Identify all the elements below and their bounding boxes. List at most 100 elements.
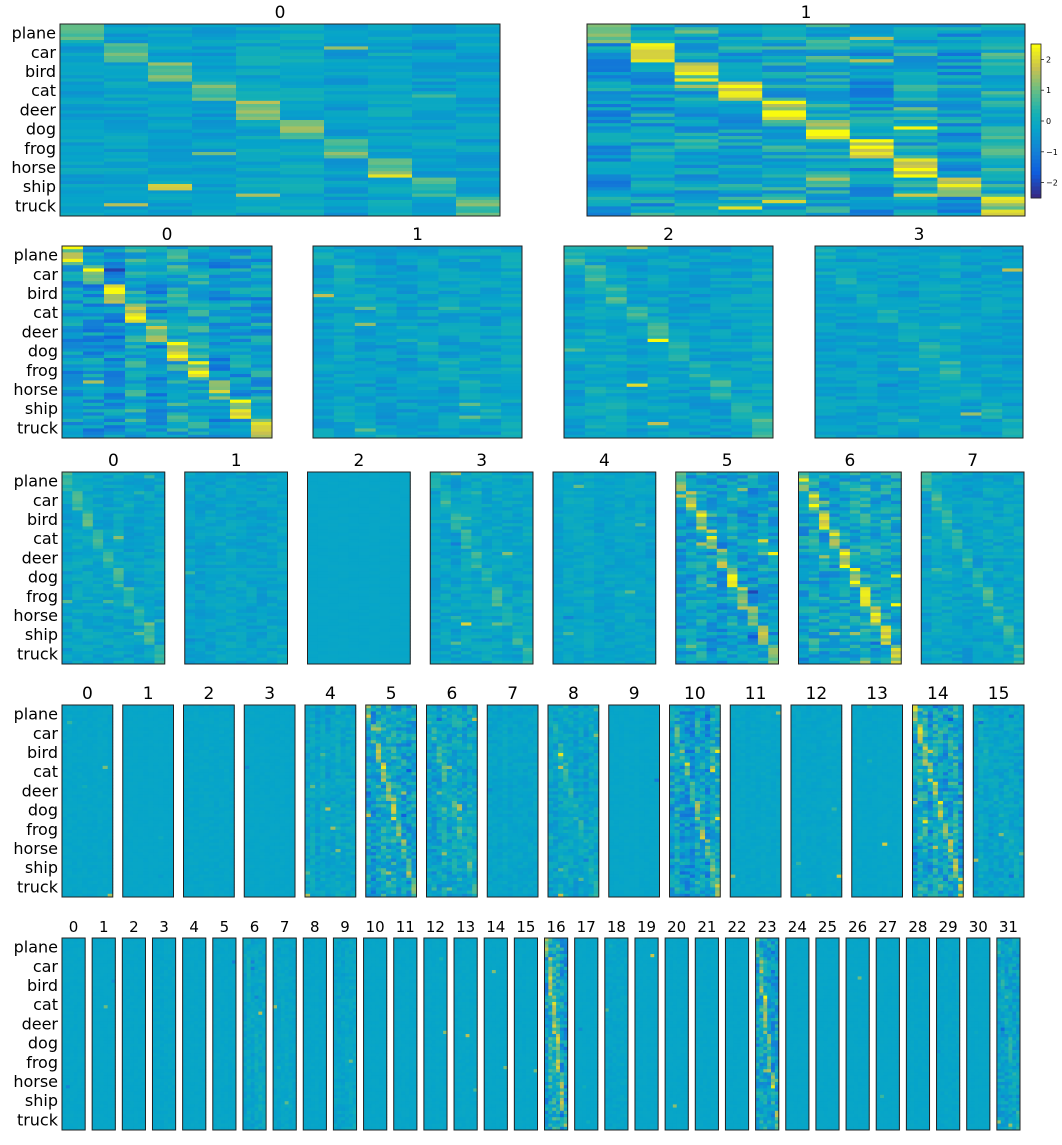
heatmap-cell <box>857 384 878 388</box>
heatmap-cell <box>648 265 669 269</box>
heatmap-cell <box>93 651 104 655</box>
heatmap-cell <box>192 171 236 175</box>
heatmap-cell <box>280 203 324 207</box>
heatmap-cell <box>675 133 719 137</box>
heatmap-cell <box>456 139 500 143</box>
heatmap-cell <box>205 613 216 617</box>
heatmap-cell <box>188 419 209 423</box>
heatmap-cell <box>280 194 324 198</box>
heatmap-cell <box>587 50 631 54</box>
heatmap-cell <box>103 478 114 482</box>
heatmap-cell <box>134 645 145 649</box>
heatmap-cell <box>209 304 230 308</box>
heatmap-cell <box>412 91 456 95</box>
heatmap-cell <box>144 597 155 601</box>
heatmap-cell <box>72 584 83 588</box>
heatmap-cell <box>195 530 206 534</box>
heatmap-cell <box>83 336 104 340</box>
heatmap-cell <box>124 482 135 486</box>
heatmap-cell <box>146 265 167 269</box>
heatmap-cell <box>104 294 125 298</box>
heatmap-cell <box>368 34 412 38</box>
heatmap-cell <box>113 600 124 604</box>
heatmap-cell <box>412 168 456 172</box>
heatmap-cell <box>230 246 251 250</box>
heatmap-cell <box>318 491 329 495</box>
row-label: bird <box>27 284 58 303</box>
heatmap-cell <box>104 56 148 60</box>
heatmap-cell <box>125 332 146 336</box>
heatmap-cell <box>146 380 167 384</box>
heatmap-cell <box>324 27 368 31</box>
heatmap-cell <box>72 590 83 594</box>
heatmap-cell <box>564 409 585 413</box>
heatmap-cell <box>836 316 857 320</box>
heatmap-cell <box>850 94 894 98</box>
heatmap-cell <box>937 146 981 150</box>
heatmap-cell <box>501 304 522 308</box>
heatmap-cell <box>246 629 257 633</box>
heatmap-cell <box>898 345 919 349</box>
heatmap-cell <box>752 275 773 279</box>
heatmap-cell <box>459 384 480 388</box>
heatmap-cell <box>940 416 961 420</box>
heatmap-cell <box>60 162 104 166</box>
heatmap-cell <box>236 472 247 476</box>
heatmap-cell <box>205 488 216 492</box>
heatmap-cell <box>940 364 961 368</box>
heatmap-cell <box>236 98 280 102</box>
heatmap-cell <box>648 342 669 346</box>
heatmap-cell <box>324 50 368 54</box>
heatmap-cell <box>144 478 155 482</box>
heatmap-cell <box>836 409 857 413</box>
heatmap-cell <box>72 654 83 658</box>
heatmap-cell <box>731 377 752 381</box>
heatmap-cell <box>564 310 585 314</box>
heatmap-cell <box>83 403 104 407</box>
heatmap-cell <box>104 40 148 44</box>
heatmap-cell <box>894 82 938 86</box>
heatmap-cell <box>631 43 675 47</box>
heatmap-cell <box>606 384 627 388</box>
heatmap-cell <box>103 504 114 508</box>
heatmap-cell <box>195 510 206 514</box>
heatmap-cell <box>857 377 878 381</box>
heatmap-cell <box>226 562 237 566</box>
heatmap-cell <box>104 146 148 150</box>
heatmap-cell <box>857 393 878 397</box>
heatmap-cell <box>397 358 418 362</box>
heatmap-cell <box>167 409 188 413</box>
heatmap-cell <box>246 622 257 626</box>
heatmap-cell <box>850 174 894 178</box>
heatmap-cell <box>209 400 230 404</box>
heatmap-cell <box>62 533 73 537</box>
heatmap-cell <box>456 46 500 50</box>
heatmap-cell <box>689 316 710 320</box>
heatmap-cell <box>894 50 938 54</box>
heatmap-cell <box>390 498 401 502</box>
heatmap-cell <box>564 307 585 311</box>
heatmap-cell <box>277 565 288 569</box>
heatmap-cell <box>209 310 230 314</box>
heatmap-cell <box>104 184 148 188</box>
heatmap-cell <box>226 517 237 521</box>
heatmap-cell <box>334 268 355 272</box>
heatmap-cell <box>144 549 155 553</box>
heatmap-cell <box>355 432 376 436</box>
heatmap-cell <box>146 387 167 391</box>
heatmap-cell <box>185 510 196 514</box>
heatmap-cell <box>246 539 257 543</box>
heatmap-cell <box>226 504 237 508</box>
heatmap-cell <box>806 123 850 127</box>
heatmap-cell <box>60 24 104 28</box>
heatmap-cell <box>937 155 981 159</box>
heatmap-cell <box>689 272 710 276</box>
heatmap-cell <box>236 155 280 159</box>
heatmap-cell <box>154 610 165 614</box>
heatmap-cell <box>113 562 124 566</box>
heatmap-cell <box>308 507 319 511</box>
heatmap-cell <box>850 53 894 57</box>
heatmap-cell <box>134 600 145 604</box>
heatmap-cell <box>324 85 368 89</box>
heatmap-cell <box>806 37 850 41</box>
